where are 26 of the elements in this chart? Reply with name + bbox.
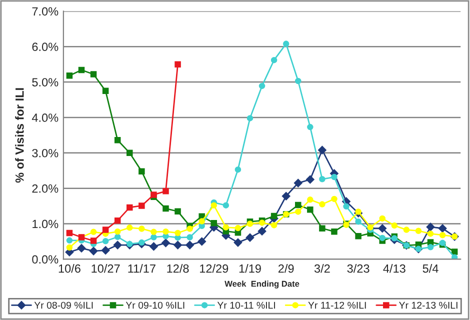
x-axis-title: Week Ending Date <box>224 280 300 288</box>
y-tick-label: 1.0% <box>32 220 58 228</box>
x-tick-label: 3/2 <box>314 264 330 273</box>
y-axis-title: % of Visits for ILI <box>15 88 24 183</box>
legend-label: Yr 08-09 %ILI <box>34 302 93 309</box>
x-tick-label: 10/6 <box>58 264 80 273</box>
legend-label: Yr 10-11 %ILI <box>217 302 276 309</box>
x-tick-label: 12/29 <box>200 264 228 273</box>
x-tick-label: 3/23 <box>347 264 370 273</box>
y-tick-label: 6.0% <box>32 42 58 52</box>
legend-label: Yr 12-13 %ILI <box>399 302 458 309</box>
x-tick-label: 10/27 <box>92 264 120 273</box>
x-tick-label: 11/17 <box>128 264 156 273</box>
y-tick-label: 7.0% <box>32 7 58 16</box>
x-tick-label: 12/8 <box>167 264 189 273</box>
y-tick-label: 0.0% <box>32 255 58 264</box>
x-tick-label: 5/4 <box>422 264 438 273</box>
legend-label: Yr 09-10 %ILI <box>126 302 184 309</box>
y-tick-label: 4.0% <box>32 114 58 122</box>
x-tick-label: 4/13 <box>383 264 406 273</box>
legend-label: Yr 11-12 %ILI <box>308 302 366 309</box>
y-tick-label: 3.0% <box>32 148 58 158</box>
x-tick-label: 2/9 <box>278 264 294 273</box>
y-tick-label: 2.0% <box>32 184 58 193</box>
y-tick-label: 5.0% <box>32 78 58 86</box>
x-tick-label: 1/19 <box>239 264 261 273</box>
